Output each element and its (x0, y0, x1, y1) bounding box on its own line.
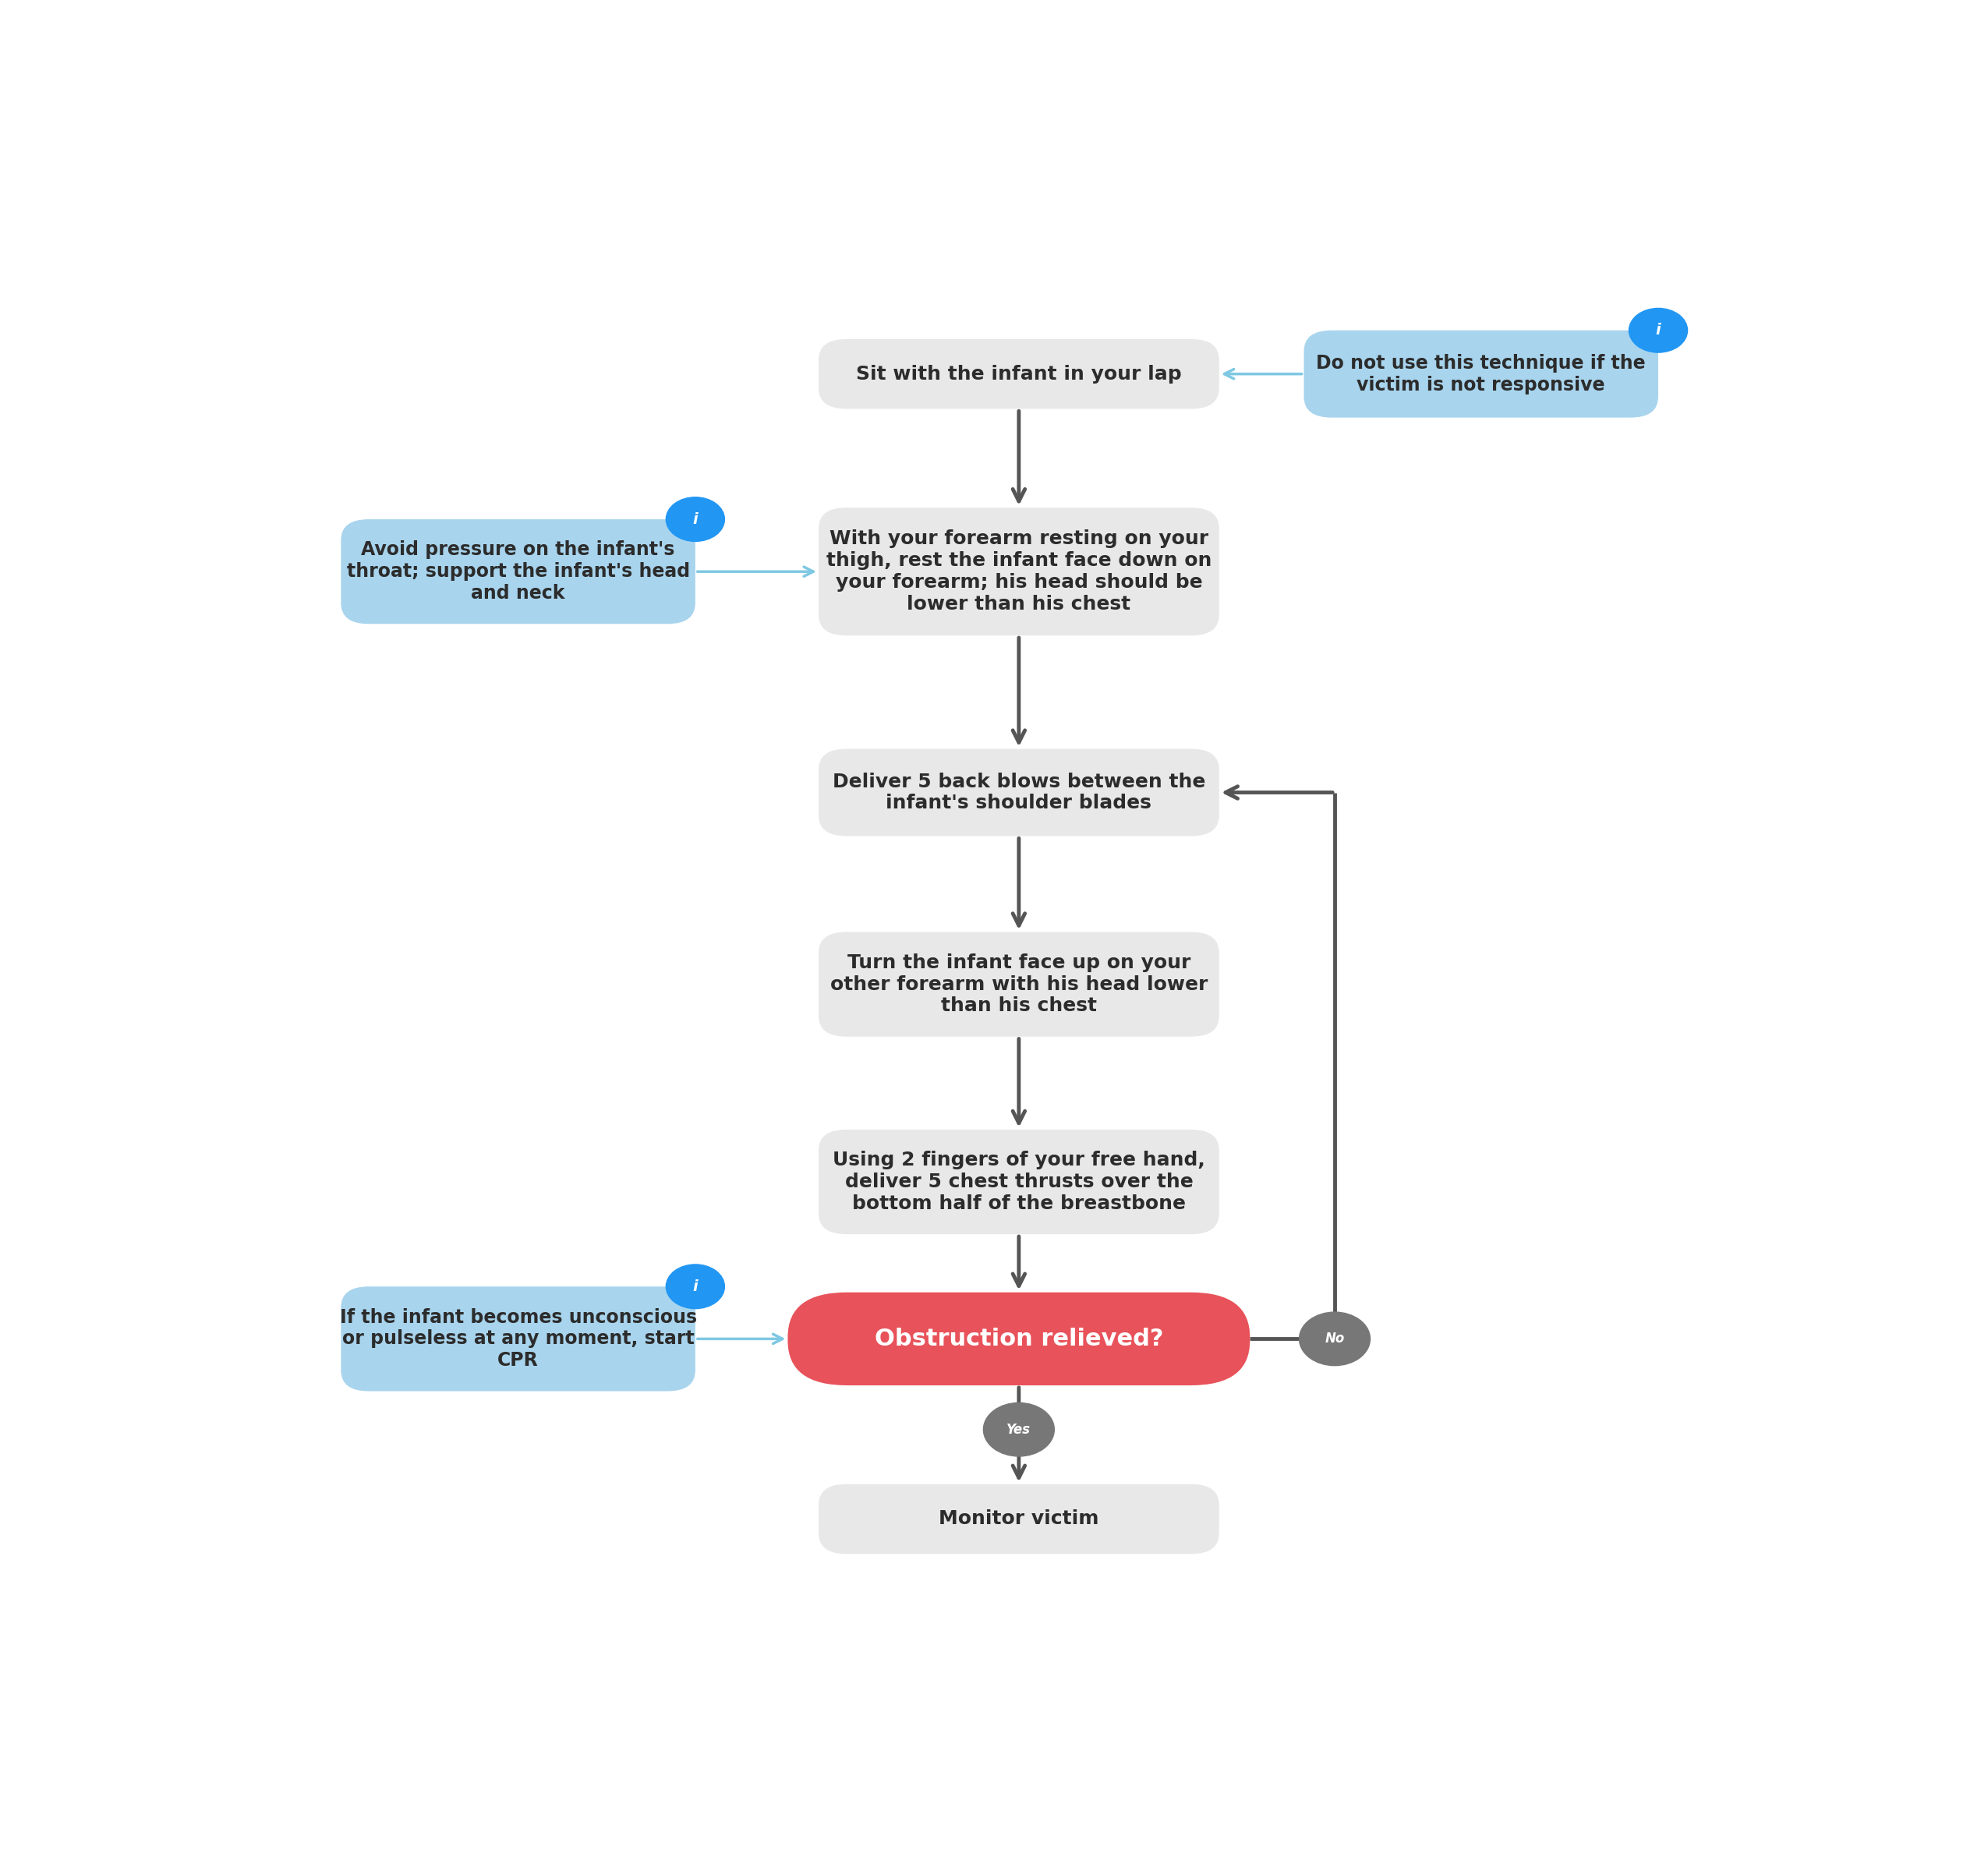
FancyBboxPatch shape (819, 1129, 1219, 1235)
Circle shape (1628, 308, 1688, 353)
FancyBboxPatch shape (819, 1484, 1219, 1554)
FancyBboxPatch shape (787, 1292, 1250, 1385)
Text: Yes: Yes (1006, 1422, 1032, 1437)
Text: Do not use this technique if the
victim is not responsive: Do not use this technique if the victim … (1316, 355, 1646, 394)
Circle shape (666, 498, 724, 542)
FancyBboxPatch shape (819, 748, 1219, 836)
Text: Using 2 fingers of your free hand,
deliver 5 chest thrusts over the
bottom half : Using 2 fingers of your free hand, deliv… (833, 1151, 1205, 1213)
Text: i: i (1656, 323, 1660, 338)
FancyBboxPatch shape (342, 1287, 696, 1391)
FancyBboxPatch shape (819, 507, 1219, 635)
Text: Avoid pressure on the infant's
throat; support the infant's head
and neck: Avoid pressure on the infant's throat; s… (346, 540, 690, 604)
Circle shape (666, 1265, 724, 1309)
Circle shape (1300, 1313, 1370, 1365)
Text: i: i (692, 1279, 698, 1294)
Text: With your forearm resting on your
thigh, rest the infant face down on
your forea: With your forearm resting on your thigh,… (827, 529, 1211, 613)
FancyBboxPatch shape (342, 520, 696, 624)
Text: Turn the infant face up on your
other forearm with his head lower
than his chest: Turn the infant face up on your other fo… (831, 953, 1207, 1016)
FancyBboxPatch shape (819, 340, 1219, 409)
FancyBboxPatch shape (819, 932, 1219, 1036)
Text: Monitor victim: Monitor victim (938, 1510, 1099, 1528)
Circle shape (984, 1402, 1054, 1456)
Text: Obstruction relieved?: Obstruction relieved? (875, 1328, 1163, 1350)
Text: If the infant becomes unconscious
or pulseless at any moment, start
CPR: If the infant becomes unconscious or pul… (340, 1307, 696, 1370)
Text: Sit with the infant in your lap: Sit with the infant in your lap (857, 364, 1181, 383)
Text: No: No (1324, 1331, 1344, 1346)
FancyBboxPatch shape (1304, 331, 1658, 418)
Text: i: i (692, 513, 698, 527)
Text: Deliver 5 back blows between the
infant's shoulder blades: Deliver 5 back blows between the infant'… (833, 773, 1205, 813)
